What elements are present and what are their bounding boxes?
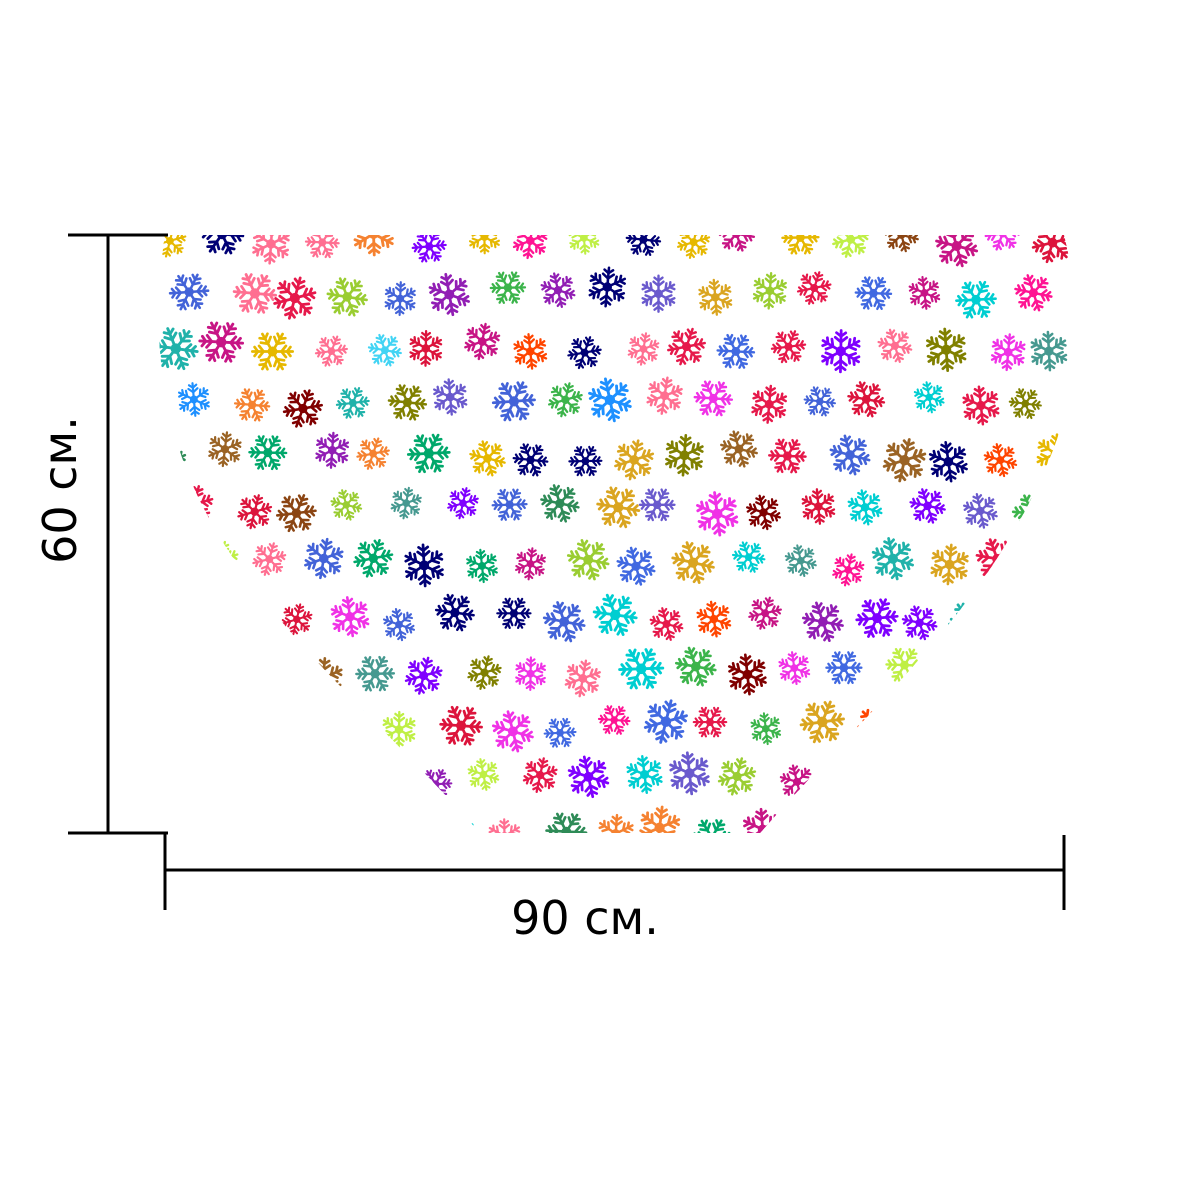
snowflake-icon: [1003, 595, 1051, 644]
snowflake-icon: [930, 757, 982, 810]
snowflake-icon: [296, 751, 357, 811]
snowflake-icon: [998, 694, 1047, 744]
width-label: 90 см.: [511, 891, 659, 945]
snowflake-icon: [174, 591, 230, 647]
snowflake-icon: [225, 593, 265, 633]
snowflake-icon: [198, 635, 258, 696]
snowflake-icon: [280, 820, 321, 833]
snowflake-icon: [952, 799, 1009, 833]
snowflake-icon: [1004, 815, 1053, 833]
snowflake-icon: [349, 756, 395, 802]
snowflake-icon: [279, 704, 332, 757]
snowflake-icon: [871, 759, 922, 810]
snowflake-icon: [195, 752, 257, 815]
snowflake-icon: [1032, 642, 1077, 689]
height-label: 60 см.: [33, 416, 87, 564]
snowflake-icon: [178, 814, 220, 833]
snowflake-icon: [158, 746, 204, 809]
snowflake-icon: [980, 654, 1028, 702]
snowflake-icon: [158, 548, 197, 594]
snowflake-icon: [1028, 544, 1072, 587]
snowflake-icon: [170, 692, 228, 750]
snowflake-icon: [257, 763, 298, 804]
snowflake-icon: [982, 756, 1031, 804]
snowflake-icon: [234, 706, 272, 744]
snowflake-icon: [917, 643, 974, 700]
snowflake-icon: [231, 810, 274, 833]
height-dimension: [68, 233, 168, 835]
snowflake-icon: [327, 810, 367, 833]
snowflake-icon: [1029, 748, 1077, 798]
snowflake-icon: [246, 643, 291, 688]
snowflake-icon: [385, 811, 433, 833]
snowflake-icon: [899, 694, 962, 756]
snowflake-icon: [853, 818, 897, 833]
snowflake-icon: [942, 692, 997, 747]
door-mat: [158, 235, 1077, 833]
snowflake-icon: [787, 807, 839, 833]
width-dimension: [163, 833, 1066, 910]
snowflake-icon: [158, 644, 197, 698]
snowflake-icon: [900, 813, 956, 833]
